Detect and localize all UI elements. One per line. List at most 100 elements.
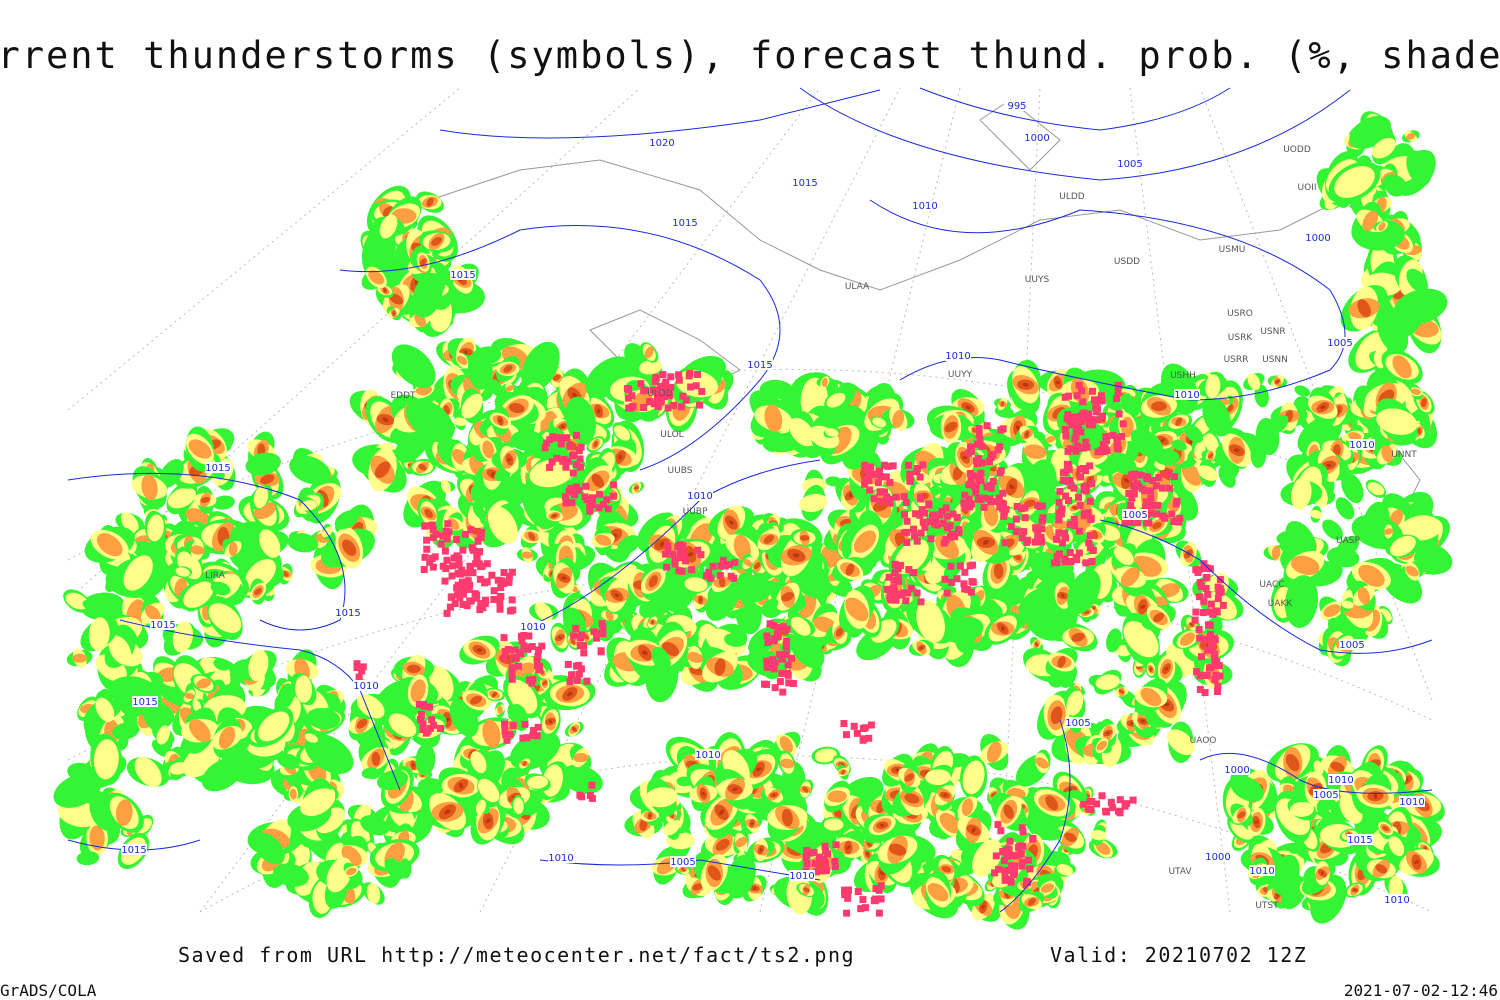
- probability-blob: [482, 440, 494, 459]
- probability-blob: [476, 648, 482, 652]
- probability-blob: [456, 355, 468, 365]
- storm-symbol: [881, 461, 889, 469]
- probability-blob: [505, 385, 514, 392]
- storm-symbol: [442, 565, 450, 573]
- probability-blob: [799, 534, 810, 541]
- storm-symbol: [529, 676, 537, 684]
- probability-blob: [300, 500, 318, 511]
- storm-symbol: [569, 469, 577, 477]
- storm-symbol: [490, 595, 498, 603]
- probability-blob: [521, 551, 534, 559]
- probability-blob: [334, 510, 359, 530]
- probability-blob: [391, 344, 436, 389]
- storm-symbol: [1068, 421, 1076, 429]
- probability-blob: [494, 467, 510, 482]
- storm-symbol: [536, 662, 544, 670]
- storm-symbol: [570, 632, 578, 640]
- storm-symbol: [902, 499, 910, 507]
- probability-blob: [141, 474, 158, 501]
- storm-symbol: [664, 542, 672, 550]
- probability-blob: [253, 486, 269, 509]
- storm-symbol: [782, 650, 790, 658]
- storm-symbol: [725, 561, 733, 569]
- storm-symbol: [1076, 412, 1084, 420]
- storm-symbol: [423, 522, 431, 530]
- storm-symbol: [1113, 445, 1121, 453]
- storm-symbol: [991, 498, 999, 506]
- storm-symbol: [983, 422, 991, 430]
- storm-symbol: [429, 533, 437, 541]
- storm-symbol: [497, 592, 505, 600]
- storm-symbol: [640, 403, 648, 411]
- storm-symbol: [508, 664, 516, 672]
- probability-blob: [424, 508, 433, 519]
- probability-blob: [374, 461, 391, 478]
- storm-symbol: [980, 503, 988, 511]
- probability-blob: [618, 454, 622, 460]
- probability-blob: [93, 739, 119, 780]
- storm-symbol: [628, 403, 636, 411]
- storm-symbol: [448, 572, 456, 580]
- storm-symbol: [650, 400, 658, 408]
- storm-symbol: [971, 482, 979, 490]
- probability-blob: [134, 756, 162, 788]
- storm-symbol: [943, 524, 951, 532]
- storm-symbol: [496, 605, 504, 613]
- storm-symbol: [566, 678, 574, 686]
- storm-symbol: [597, 647, 605, 655]
- storm-symbol: [453, 535, 461, 543]
- storm-symbol: [784, 671, 792, 679]
- storm-symbol: [903, 517, 911, 525]
- probability-blob: [210, 581, 231, 596]
- probability-blob: [76, 851, 100, 866]
- probability-blob: [383, 289, 386, 292]
- probability-blob: [188, 439, 212, 459]
- probability-blob: [613, 425, 631, 441]
- probability-blob: [431, 236, 443, 246]
- storm-symbol: [763, 632, 771, 640]
- probability-blob: [418, 463, 427, 471]
- storm-symbol: [589, 494, 597, 502]
- storm-symbol: [866, 486, 874, 494]
- storm-symbol: [520, 643, 528, 651]
- storm-symbol: [596, 490, 604, 498]
- title: Current thunderstorms (symbols), forecas…: [0, 34, 1500, 77]
- storm-symbol: [476, 606, 484, 614]
- storm-symbol: [916, 495, 924, 503]
- probability-blob: [245, 452, 281, 476]
- storm-symbol: [1080, 486, 1088, 494]
- storm-symbol: [441, 577, 449, 585]
- storm-symbol: [475, 548, 483, 556]
- storm-symbol: [575, 447, 583, 455]
- storm-symbol: [546, 463, 554, 471]
- storm-symbol: [776, 651, 784, 659]
- storm-symbol: [882, 473, 890, 481]
- storm-symbol: [625, 385, 633, 393]
- storm-symbol: [1064, 447, 1072, 455]
- storm-symbol: [870, 495, 878, 503]
- storm-symbol: [1086, 497, 1094, 505]
- storm-symbol: [1064, 392, 1072, 400]
- probability-blob: [503, 364, 513, 373]
- storm-symbol: [972, 488, 980, 496]
- storm-symbol: [892, 493, 900, 501]
- probability-blob: [190, 545, 205, 555]
- probability-blob: [461, 393, 483, 419]
- probability-blob: [370, 243, 388, 257]
- probability-blob: [72, 653, 87, 663]
- storm-symbol: [609, 481, 617, 489]
- storm-symbol: [1052, 535, 1060, 543]
- storm-symbol: [456, 570, 464, 578]
- storm-symbol: [941, 575, 949, 583]
- storm-symbol: [968, 578, 976, 586]
- storm-symbol: [609, 492, 617, 500]
- storm-symbol: [973, 460, 981, 468]
- storm-symbol: [599, 630, 607, 638]
- storm-symbol: [953, 575, 961, 583]
- storm-symbol: [509, 606, 517, 614]
- storm-symbol: [1077, 428, 1085, 436]
- storm-symbol: [1055, 529, 1063, 537]
- probability-blob: [412, 272, 443, 318]
- storm-symbol: [508, 675, 516, 683]
